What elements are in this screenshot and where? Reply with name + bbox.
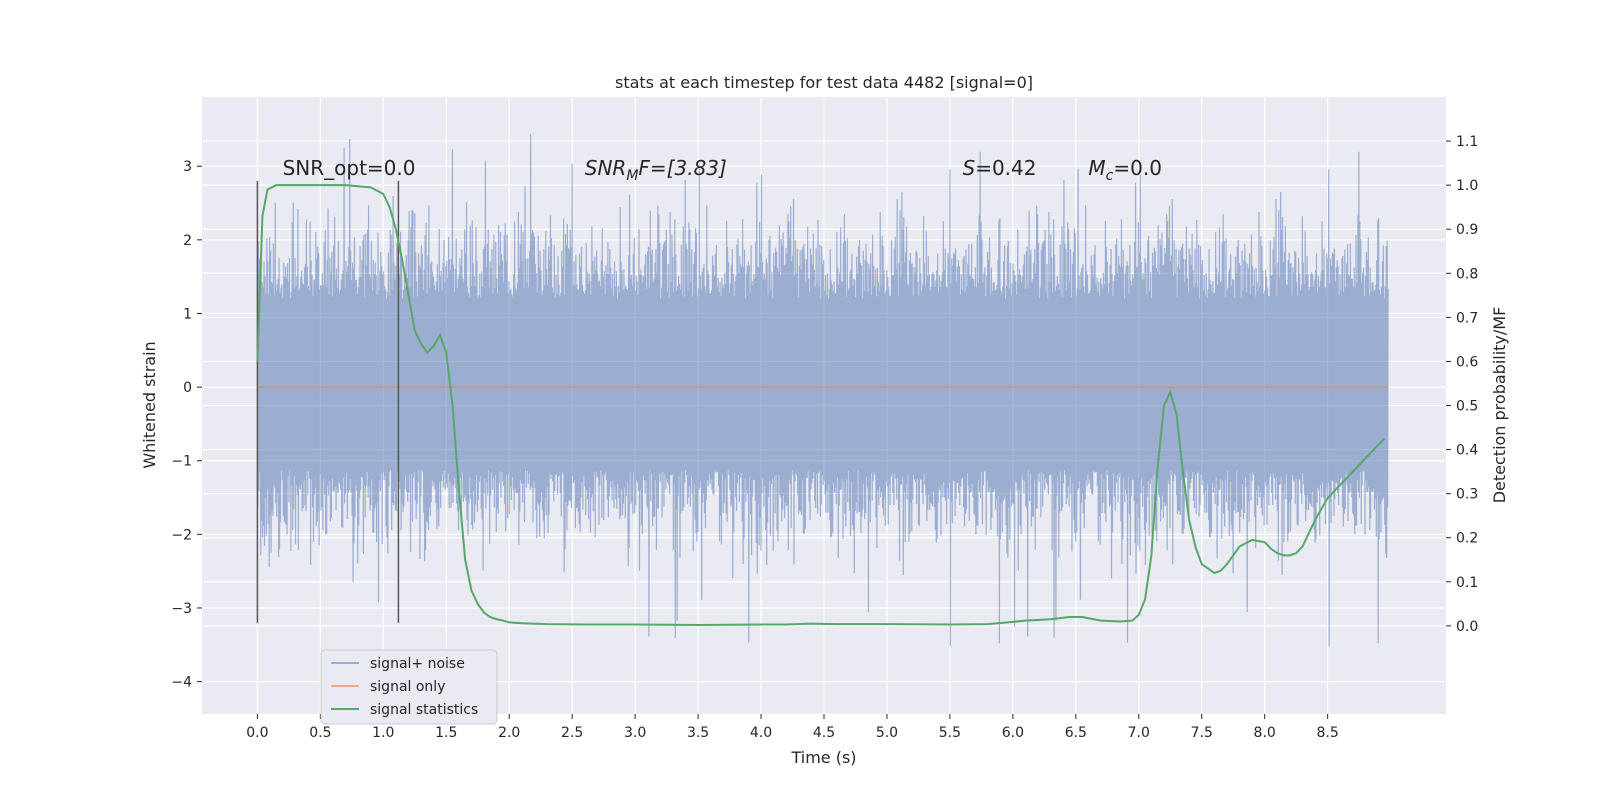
x-tick-label: 7.0 (1128, 725, 1150, 741)
chart-title: stats at each timestep for test data 448… (615, 73, 1033, 92)
x-tick-label: 8.0 (1254, 725, 1276, 741)
legend-label-signal-only: signal only (370, 679, 445, 695)
y2-tick-label: 0.9 (1456, 222, 1478, 238)
x-tick-label: 1.5 (435, 725, 457, 741)
x-axis-label: Time (s) (790, 748, 856, 767)
legend-label-signal-noise: signal+ noise (370, 656, 465, 672)
y2-tick-label: 0.0 (1456, 619, 1478, 635)
signal-statistics-line (256, 184, 1386, 626)
x-tick-label: 7.5 (1191, 725, 1213, 741)
x-tick-label: 3.0 (624, 725, 646, 741)
series-signal-statistics (256, 184, 1386, 626)
x-tick-label: 8.5 (1317, 725, 1339, 741)
x-tick-label: 6.5 (1065, 725, 1087, 741)
x-tick-label: 4.5 (813, 725, 835, 741)
tick-labels: 0.0 0.5 1.0 1.5 2.0 2.5 3.0 3.5 4.0 4.5 5.0 5.5 6.0 6… (171, 134, 1478, 741)
x-tick-label: 5.5 (939, 725, 961, 741)
y2-tick-label: 0.4 (1456, 443, 1478, 459)
x-tick-label: 4.0 (750, 725, 772, 741)
y2-tick-label: 0.6 (1456, 354, 1478, 370)
annotation-text: S=0.42 (963, 156, 1037, 180)
y-axis-label: Whitened strain (140, 341, 159, 468)
y2-tick-label: 0.5 (1456, 399, 1478, 415)
x-tick-label: 0.5 (309, 725, 331, 741)
x-tick-label: 2.0 (498, 725, 520, 741)
y-tick-label: −3 (171, 601, 192, 617)
legend-box (320, 649, 498, 725)
x-tick-label: 5.0 (876, 725, 898, 741)
series-signal-noise (256, 133, 1389, 647)
annotation-text: SNRMF=[3.83] (585, 156, 727, 184)
y-tick-label: 2 (183, 233, 192, 249)
y2-tick-label: 0.2 (1456, 531, 1478, 547)
y2-tick-label: 0.3 (1456, 487, 1478, 503)
y-tick-label: −2 (171, 527, 192, 543)
x-tick-label: 1.0 (372, 725, 394, 741)
y-tick-label: −4 (171, 675, 192, 691)
signal-noise-line (256, 133, 1389, 647)
legend: signal+ noise signal only signal statist… (320, 649, 498, 725)
y2-tick-label: 0.1 (1456, 575, 1478, 591)
y2-tick-label: 0.7 (1456, 310, 1478, 326)
legend-label-signal-statistics: signal statistics (370, 702, 478, 718)
y-tick-label: 1 (183, 306, 192, 322)
y2-axis-label: Detection probability/MF (1490, 307, 1509, 504)
y2-tick-label: 1.0 (1456, 178, 1478, 194)
x-tick-label: 6.0 (1002, 725, 1024, 741)
x-tick-label: 3.5 (687, 725, 709, 741)
vertical-markers (256, 180, 400, 623)
x-tick-label: 2.5 (561, 725, 583, 741)
annotation-text: SNR_opt=0.0 (283, 156, 416, 180)
y-tick-label: 3 (183, 159, 192, 175)
y2-tick-label: 0.8 (1456, 266, 1478, 282)
y-tick-label: −1 (171, 454, 192, 470)
y2-tick-label: 1.1 (1456, 134, 1478, 150)
annotations: SNR_opt=0.0 SNRMF=[3.83] S=0.42 Mc=0.0 (283, 156, 1162, 184)
annotation-text: Mc=0.0 (1088, 156, 1162, 184)
y-tick-label: 0 (183, 380, 192, 396)
x-tick-label: 0.0 (246, 725, 268, 741)
